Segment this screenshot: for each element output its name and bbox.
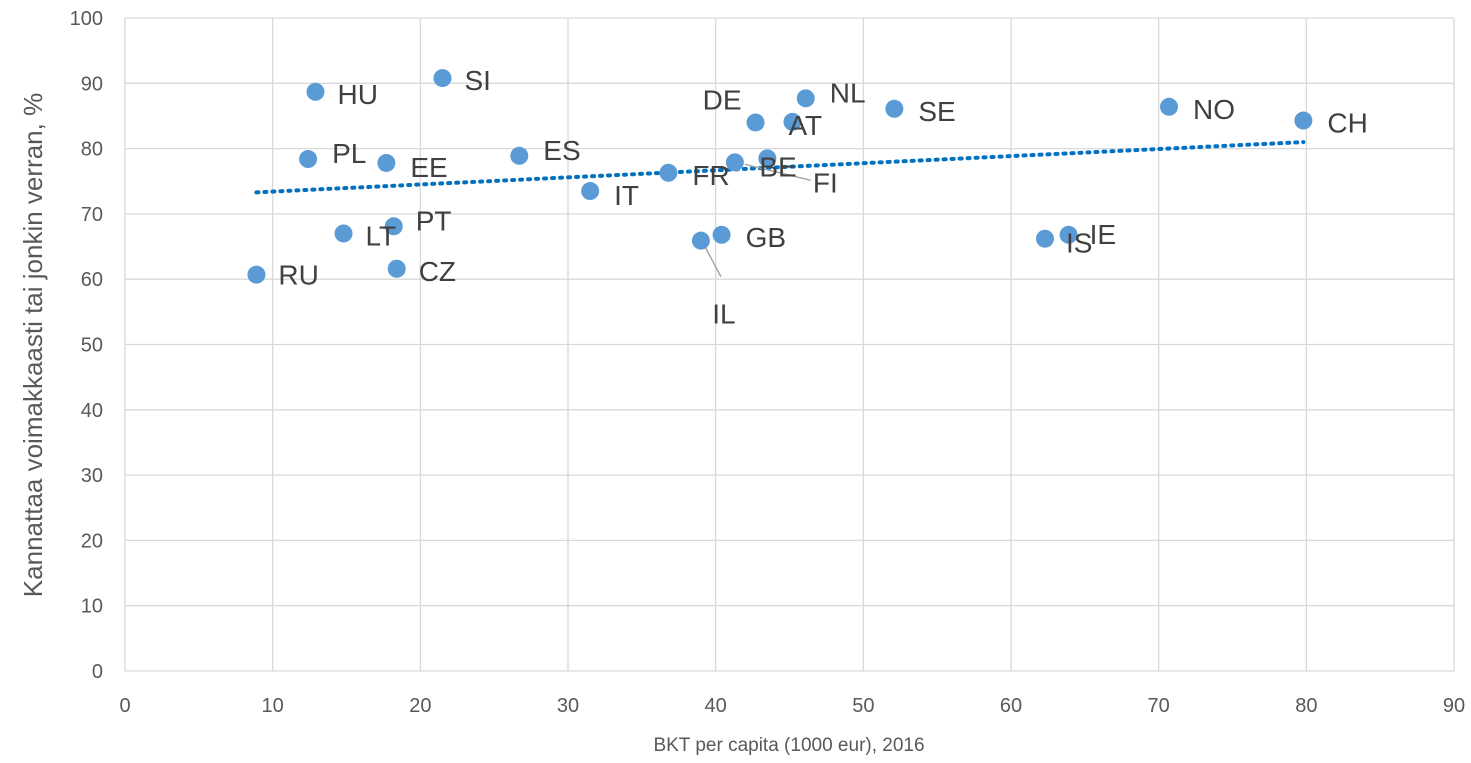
data-point-at	[783, 112, 802, 131]
y-tick-label: 80	[81, 139, 103, 161]
x-tick-label: 0	[119, 695, 130, 717]
data-point-il	[691, 231, 710, 250]
data-point-se	[885, 99, 904, 118]
x-tick-label: 10	[262, 695, 284, 717]
point-label-pt: PT	[416, 205, 452, 236]
data-point-gb	[712, 225, 731, 244]
x-tick-label: 80	[1295, 695, 1317, 717]
data-point-lt	[334, 224, 353, 243]
data-point-nl	[796, 89, 815, 108]
y-tick-label: 20	[81, 530, 103, 552]
data-points	[247, 69, 1313, 284]
data-point-si	[433, 69, 452, 88]
data-point-it	[581, 182, 600, 201]
point-label-no: NO	[1193, 94, 1235, 125]
point-label-ie: IE	[1090, 219, 1116, 250]
point-label-il: IL	[712, 299, 735, 330]
point-label-ru: RU	[278, 260, 318, 291]
y-tick-label: 30	[81, 465, 103, 487]
point-label-pl: PL	[332, 138, 366, 169]
data-point-fr	[659, 163, 678, 182]
trendline	[254, 140, 1306, 195]
x-axis-ticks: 0 10 20 30 40 50 60 70 80 90	[119, 695, 1465, 717]
data-point-de	[746, 113, 765, 132]
data-point-be	[758, 149, 777, 168]
data-point-ru	[247, 265, 266, 284]
x-axis-title: BKT per capita (1000 eur), 2016	[653, 735, 924, 756]
data-point-cz	[387, 259, 406, 278]
point-label-ch: CH	[1327, 108, 1367, 139]
data-point-is	[1035, 229, 1054, 248]
leader-line-fi	[744, 163, 812, 182]
point-label-at: AT	[788, 110, 822, 141]
y-tick-label: 100	[70, 8, 103, 30]
point-label-si: SI	[464, 65, 490, 96]
x-tick-label: 20	[409, 695, 431, 717]
trendline-layer	[254, 140, 1306, 195]
y-axis-title: Kannattaa voimakkaasti tai jonkin verran…	[18, 93, 48, 597]
x-tick-label: 90	[1443, 695, 1465, 717]
y-axis-ticks: 0 10 20 30 40 50 60 70 80 90 100	[70, 8, 103, 683]
point-labels: RU PL HU LT EE PT CZ SI ES IT FR IL GB FI DE BE AT NL SE IS…	[278, 65, 1367, 330]
data-point-pl	[299, 150, 318, 169]
x-tick-label: 50	[852, 695, 874, 717]
point-label-be: BE	[759, 151, 796, 182]
y-tick-label: 50	[81, 335, 103, 357]
x-tick-label: 70	[1148, 695, 1170, 717]
point-label-es: ES	[543, 135, 580, 166]
leader-line-il	[702, 242, 722, 278]
data-point-ch	[1294, 111, 1313, 130]
point-label-se: SE	[918, 96, 955, 127]
x-tick-label: 30	[557, 695, 579, 717]
data-point-hu	[306, 82, 325, 101]
y-tick-label: 10	[81, 596, 103, 618]
point-label-ee: EE	[410, 152, 447, 183]
point-label-hu: HU	[337, 79, 377, 110]
data-point-no	[1160, 97, 1179, 116]
point-label-lt: LT	[366, 220, 397, 251]
point-label-fi: FI	[813, 167, 838, 198]
point-label-gb: GB	[746, 222, 786, 253]
y-tick-label: 0	[92, 661, 103, 683]
data-point-ie	[1059, 225, 1078, 244]
x-tick-label: 60	[1000, 695, 1022, 717]
data-point-es	[510, 146, 529, 165]
data-point-fi	[725, 153, 744, 172]
y-tick-label: 70	[81, 204, 103, 226]
y-tick-label: 90	[81, 73, 103, 95]
point-label-cz: CZ	[419, 256, 456, 287]
y-tick-label: 40	[81, 400, 103, 422]
point-label-nl: NL	[830, 77, 866, 108]
point-label-fr: FR	[692, 160, 729, 191]
leader-lines	[702, 163, 812, 278]
data-point-pt	[384, 217, 403, 236]
gridlines	[124, 17, 1455, 672]
point-label-de: DE	[703, 84, 742, 115]
point-label-is: IS	[1066, 228, 1092, 259]
point-label-it: IT	[614, 180, 639, 211]
data-point-ee	[377, 153, 396, 172]
y-tick-label: 60	[81, 269, 103, 291]
x-tick-label: 40	[705, 695, 727, 717]
